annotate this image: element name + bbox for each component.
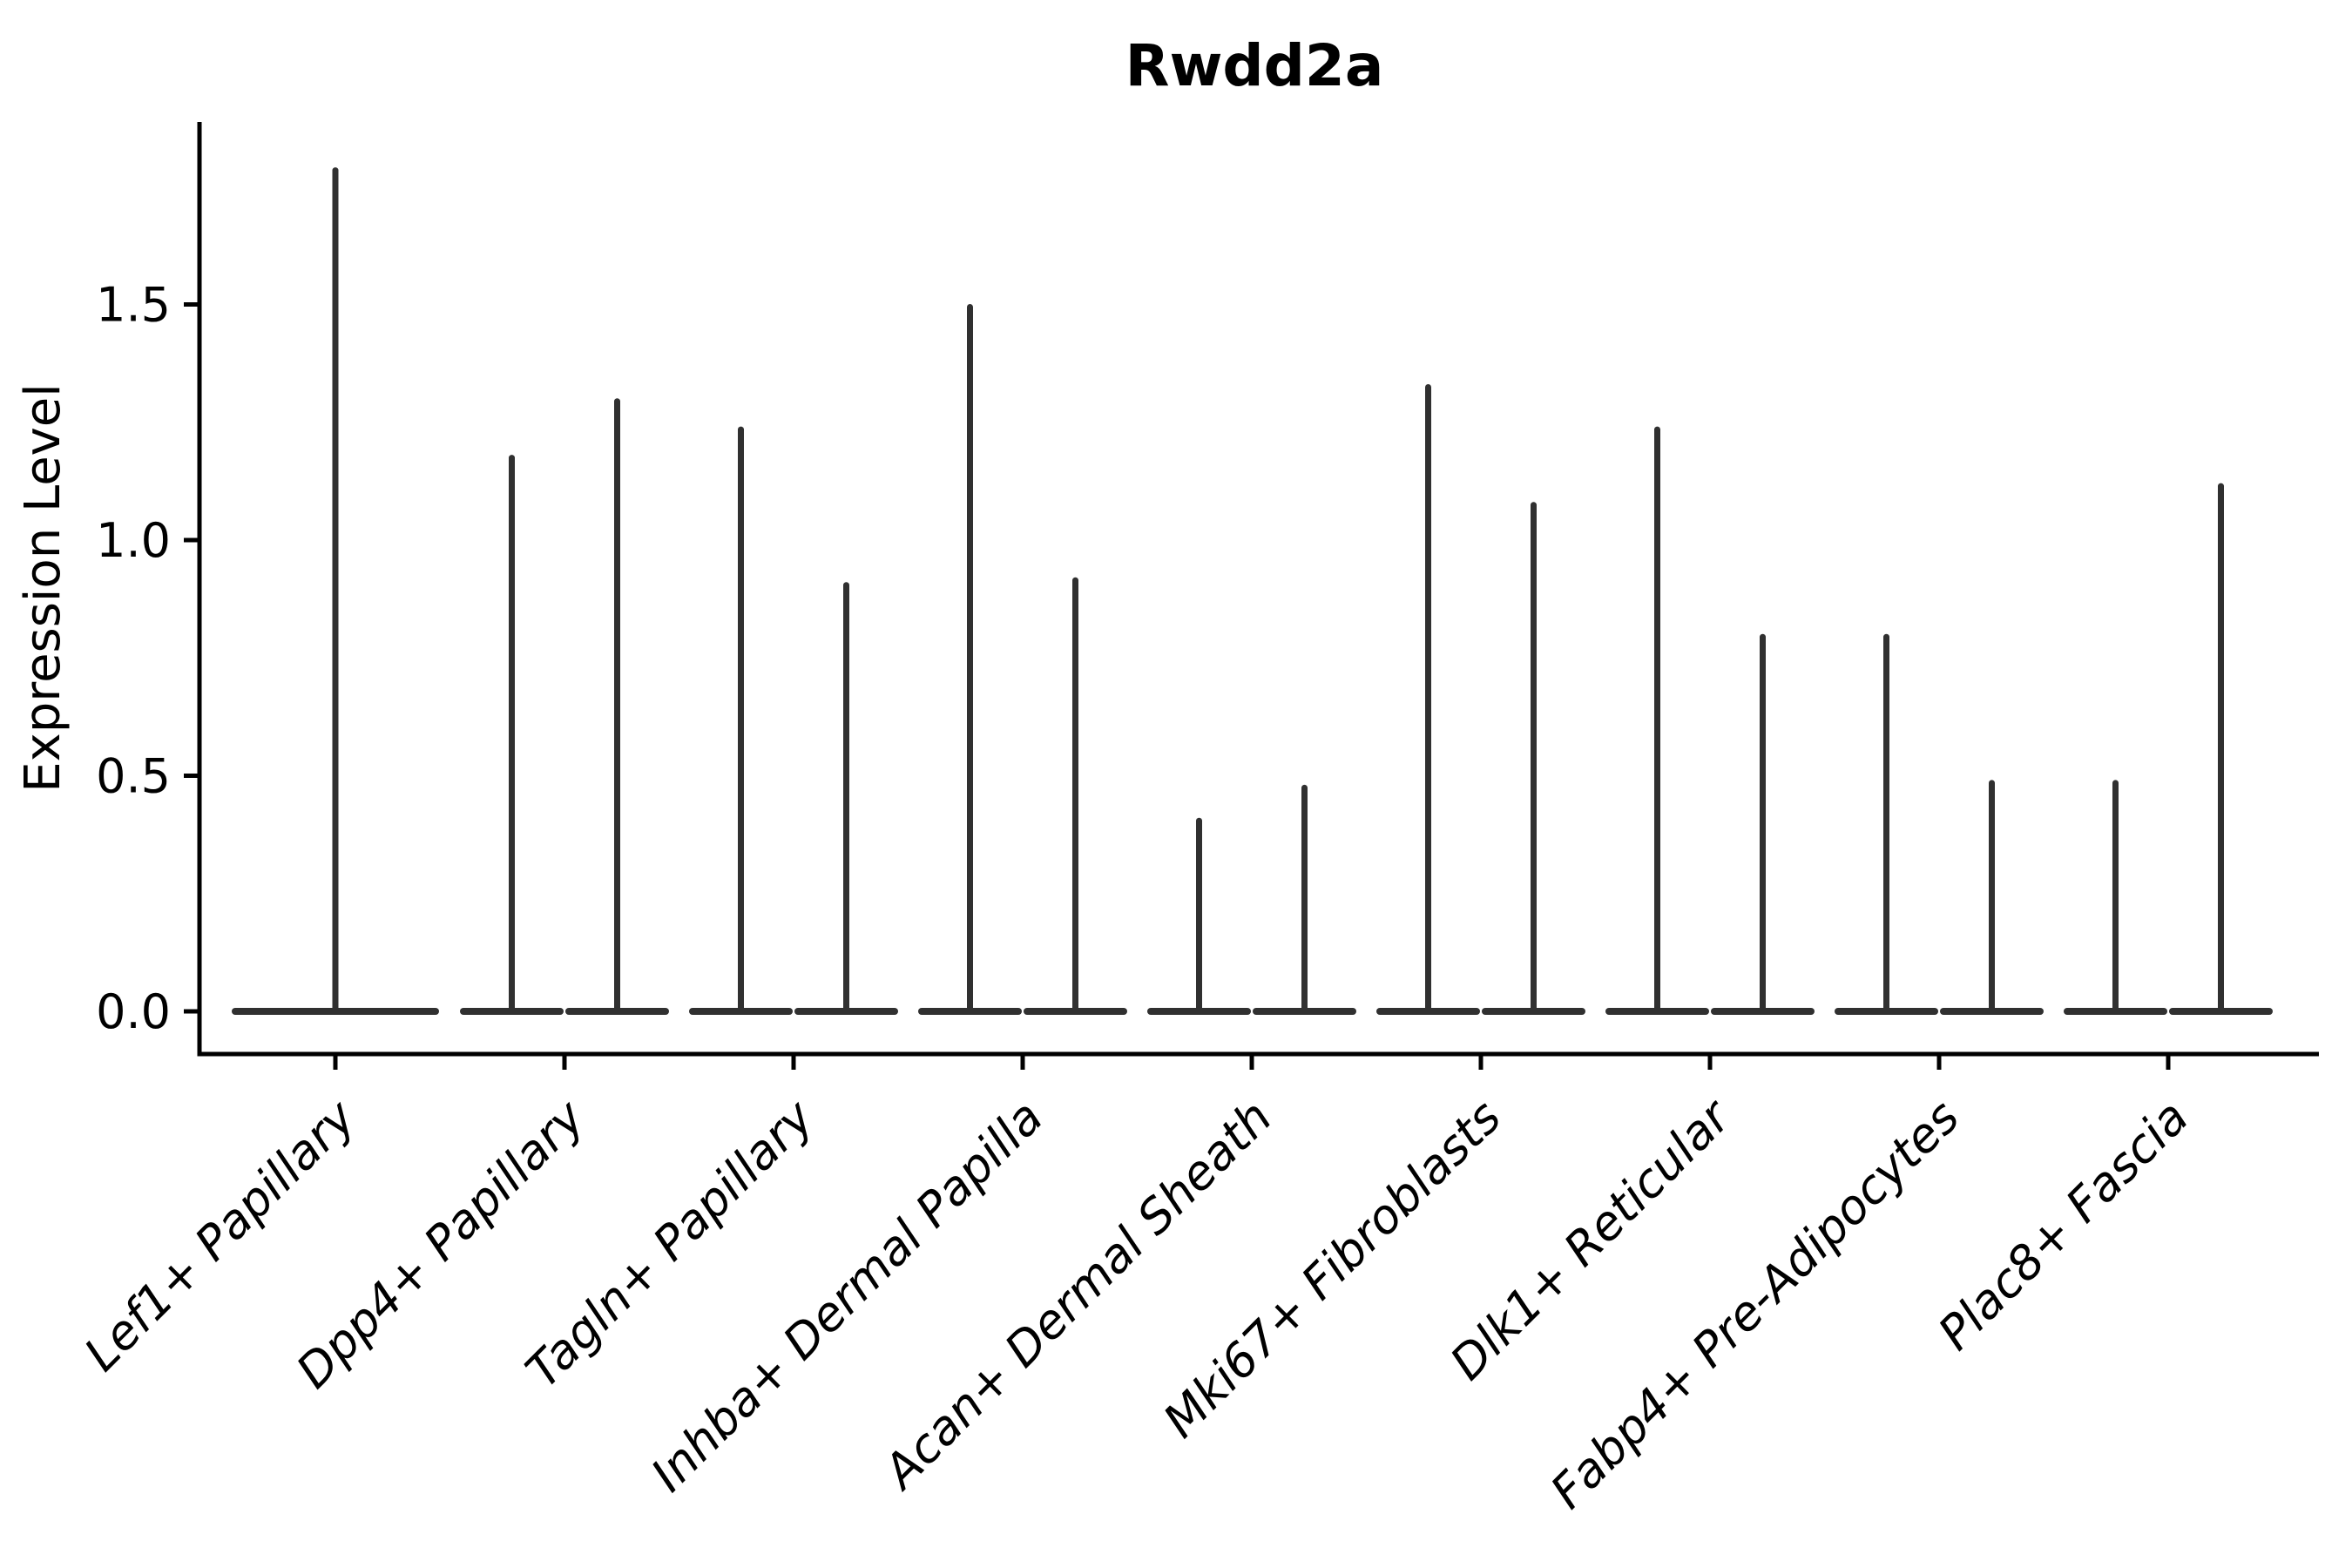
violin <box>689 426 793 1015</box>
violin <box>1940 780 2044 1015</box>
violin <box>2064 780 2167 1015</box>
axes <box>184 122 2319 1070</box>
violin <box>918 304 1022 1015</box>
violin <box>1835 633 1938 1015</box>
violin <box>1605 426 1709 1015</box>
y-tick-label: 0.0 <box>96 984 171 1039</box>
x-tick-label: Acan+ Dermal Sheath <box>871 1090 1282 1501</box>
violin <box>1024 577 1127 1015</box>
violin <box>460 455 564 1015</box>
y-tick-label: 1.5 <box>96 278 171 333</box>
violin <box>1253 784 1356 1015</box>
x-tick-label: Inhba+ Dermal Papilla <box>640 1090 1053 1503</box>
violin <box>2169 483 2273 1015</box>
chart-title: Rwdd2a <box>1125 32 1384 99</box>
violin <box>565 398 669 1015</box>
violin <box>1711 633 1815 1015</box>
violin <box>232 167 439 1015</box>
x-tick-label: Fabp4+ Pre-Adipocytes <box>1540 1090 1970 1519</box>
violin <box>1147 817 1251 1015</box>
y-tick-labels: 0.0 0.5 1.0 1.5 <box>96 278 171 1040</box>
violin <box>1482 502 1585 1015</box>
violins <box>232 167 2273 1015</box>
violin <box>1376 383 1480 1015</box>
violin <box>794 582 898 1015</box>
y-axis-title: Expression Level <box>15 383 71 793</box>
y-tick-label: 0.5 <box>96 749 171 804</box>
x-tick-label: Plac8+ Fascia <box>1928 1090 2199 1361</box>
y-tick-label: 1.0 <box>96 513 171 568</box>
